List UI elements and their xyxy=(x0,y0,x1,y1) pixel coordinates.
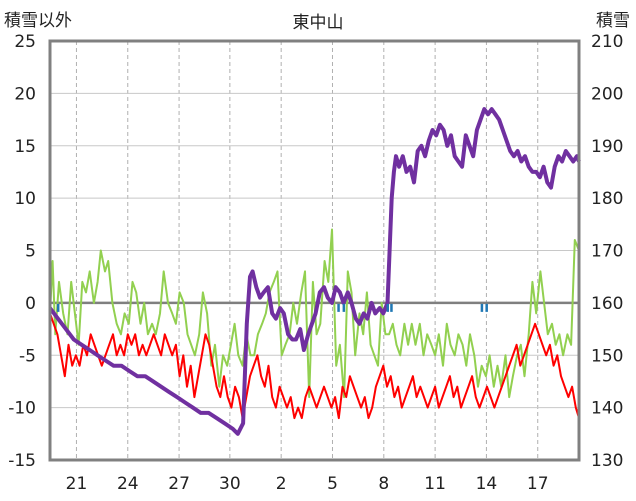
y-right-tick-label-3: 180 xyxy=(591,189,623,209)
y-right-tick-label-5: 160 xyxy=(591,294,623,314)
y-right-tick-label-0: 210 xyxy=(591,32,623,52)
y-right-tick-label-8: 130 xyxy=(591,451,623,471)
y-right-tick-label-1: 200 xyxy=(591,84,623,104)
y-right-tick-label-2: 190 xyxy=(591,137,623,157)
x-tick-label-2: 27 xyxy=(168,474,190,494)
precip-marker-6 xyxy=(485,303,488,312)
x-tick-label-4: 2 xyxy=(276,474,287,494)
precip-marker-4 xyxy=(390,303,393,312)
y-right-tick-label-4: 170 xyxy=(591,242,623,262)
precip-marker-3 xyxy=(386,303,390,312)
x-tick-label-0: 21 xyxy=(66,474,88,494)
series-line-1 xyxy=(49,313,580,420)
y-left-tick-label-7: -10 xyxy=(8,399,36,419)
precip-marker-1 xyxy=(337,303,340,312)
y-left-tick-label-2: 15 xyxy=(14,137,36,157)
x-tick-label-1: 24 xyxy=(117,474,139,494)
y-left-tick-label-5: 0 xyxy=(25,294,36,314)
x-tick-label-7: 11 xyxy=(424,474,446,494)
precip-marker-5 xyxy=(480,303,484,312)
y-right-tick-label-7: 140 xyxy=(591,399,623,419)
precip-marker-0 xyxy=(56,303,60,312)
y-left-tick-label-8: -15 xyxy=(8,451,36,471)
precip-marker-2 xyxy=(342,303,346,312)
y-left-tick-label-1: 20 xyxy=(14,84,36,104)
x-tick-label-5: 5 xyxy=(327,474,338,494)
x-tick-label-8: 14 xyxy=(476,474,498,494)
chart-title: 東中山 xyxy=(292,13,344,33)
plot-frame xyxy=(48,39,581,462)
y-left-tick-label-4: 5 xyxy=(25,242,36,262)
y-right-axis-title: 積雪 xyxy=(596,11,630,31)
x-tick-label-9: 17 xyxy=(527,474,549,494)
y-left-tick-label-0: 25 xyxy=(14,32,36,52)
y-left-tick-label-6: -5 xyxy=(19,346,36,366)
y-right-tick-label-6: 150 xyxy=(591,346,623,366)
series-line-2 xyxy=(48,107,581,436)
y-left-axis-title: 積雪以外 xyxy=(4,11,72,31)
x-tick-label-6: 8 xyxy=(378,474,389,494)
x-tick-label-3: 30 xyxy=(219,474,241,494)
y-left-tick-label-3: 10 xyxy=(14,189,36,209)
